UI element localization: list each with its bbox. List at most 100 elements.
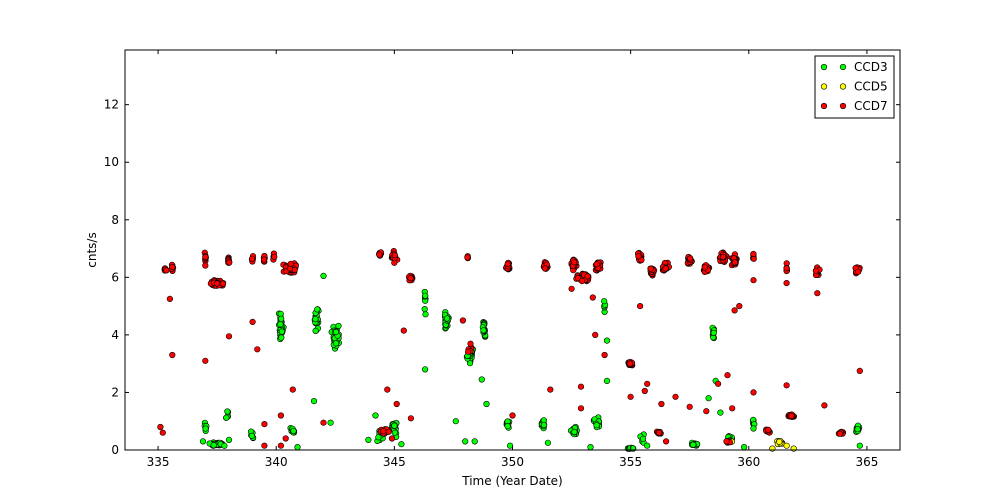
data-point	[159, 429, 166, 436]
data-point	[790, 445, 797, 452]
data-points	[157, 248, 863, 452]
data-point	[724, 372, 731, 379]
data-point	[391, 422, 398, 429]
data-point	[836, 430, 844, 437]
data-point	[593, 422, 600, 429]
data-point	[578, 278, 586, 285]
data-point	[312, 316, 319, 323]
data-point	[202, 357, 209, 364]
data-point	[312, 327, 319, 335]
data-point	[163, 267, 170, 274]
data-point	[314, 306, 321, 313]
legend-marker	[820, 63, 828, 71]
data-point	[271, 253, 278, 260]
data-point	[603, 337, 611, 344]
data-point	[391, 429, 399, 436]
data-point	[854, 426, 861, 433]
legend-marker	[839, 102, 847, 110]
data-point	[467, 340, 474, 347]
x-tick-label: 360	[737, 455, 760, 469]
data-point	[577, 405, 585, 412]
data-point	[710, 329, 717, 337]
data-point	[261, 442, 268, 449]
data-point	[332, 328, 340, 336]
data-point	[223, 414, 230, 421]
data-point	[750, 250, 757, 258]
data-point	[635, 253, 642, 260]
data-point	[385, 428, 392, 435]
data-point	[717, 409, 724, 416]
data-point	[589, 294, 596, 301]
data-point	[504, 423, 511, 430]
data-point	[443, 315, 451, 322]
data-point	[544, 439, 552, 446]
data-point	[226, 259, 233, 266]
data-point	[587, 444, 594, 451]
y-tick-label: 2	[111, 385, 119, 399]
data-point	[421, 306, 428, 313]
data-point	[672, 393, 679, 400]
data-point	[626, 360, 634, 367]
data-point	[641, 387, 648, 395]
data-point	[731, 259, 739, 266]
data-point	[601, 351, 608, 359]
data-point	[166, 295, 173, 303]
data-point	[221, 442, 228, 449]
data-point	[603, 377, 611, 385]
data-point	[249, 318, 256, 326]
data-point	[662, 265, 669, 272]
data-point	[750, 389, 757, 396]
legend-item-CCD7: CCD7	[820, 99, 888, 113]
data-point	[783, 442, 790, 449]
data-point	[261, 256, 268, 263]
data-point	[592, 331, 599, 339]
data-point	[407, 415, 415, 422]
data-point	[254, 346, 261, 353]
legend-marker	[820, 83, 828, 90]
legend-marker	[839, 63, 847, 71]
data-point	[277, 321, 284, 328]
data-point	[788, 412, 795, 420]
data-point	[571, 428, 578, 436]
plot-area	[125, 50, 900, 450]
data-point	[783, 265, 790, 272]
data-point	[335, 322, 342, 330]
data-point	[783, 280, 790, 287]
series-CCD7	[157, 248, 863, 449]
x-tick-label: 340	[265, 455, 288, 469]
data-point	[740, 444, 748, 451]
legend-marker	[820, 102, 828, 110]
data-point	[540, 421, 548, 429]
x-tick-label: 335	[147, 455, 170, 469]
data-point	[639, 435, 647, 443]
data-point	[365, 436, 372, 444]
data-point	[391, 252, 399, 259]
data-point	[856, 367, 863, 375]
data-point	[372, 412, 379, 419]
x-axis-ticks: 335 340 345 350 355 360 365	[147, 50, 878, 469]
data-point	[812, 267, 820, 274]
x-tick-label: 345	[383, 455, 406, 469]
data-point	[584, 273, 591, 280]
x-tick-label: 355	[619, 455, 642, 469]
data-point	[225, 333, 233, 340]
data-point	[690, 441, 697, 448]
y-axis-ticks: 0 2 4 6 8 10 12	[104, 98, 900, 457]
y-tick-label: 0	[111, 443, 119, 457]
data-point	[282, 435, 289, 442]
data-point	[601, 298, 608, 305]
data-point	[731, 307, 738, 314]
data-point	[471, 438, 478, 445]
data-point	[462, 438, 469, 445]
data-point	[627, 393, 634, 400]
data-point	[400, 327, 407, 334]
data-point	[856, 442, 863, 449]
x-tick-label: 350	[501, 455, 524, 469]
data-point	[644, 442, 651, 449]
data-point	[547, 386, 554, 393]
legend-label: CCD3	[854, 60, 888, 74]
data-point	[821, 402, 828, 409]
data-point	[452, 418, 459, 425]
data-point	[332, 340, 340, 347]
